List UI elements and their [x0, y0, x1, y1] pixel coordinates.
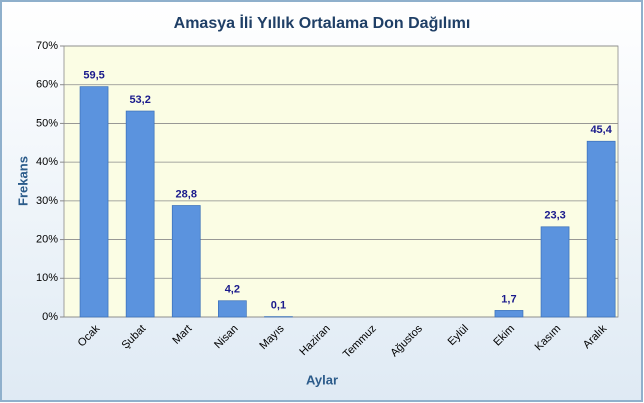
y-tick-label: 50%	[36, 117, 58, 129]
value-label: 1,7	[501, 293, 516, 305]
value-label: 53,2	[129, 94, 150, 106]
bar	[218, 300, 247, 318]
value-label: 59,5	[83, 70, 104, 82]
y-tick-label: 70%	[36, 40, 58, 52]
value-label: 4,2	[225, 284, 240, 296]
bar	[540, 226, 570, 318]
bar	[79, 86, 109, 318]
y-tick-label: 0%	[42, 311, 58, 323]
value-label: 45,4	[590, 124, 612, 136]
y-tick-label: 60%	[36, 79, 58, 91]
y-tick-label: 20%	[36, 233, 58, 245]
bar	[586, 140, 616, 318]
y-tick-label: 40%	[36, 156, 58, 168]
value-label: 0,1	[271, 300, 286, 312]
chart-title: Amasya İli Yıllık Ortalama Don Dağılımı	[174, 14, 471, 32]
bar	[125, 110, 155, 318]
x-axis-title: Aylar	[306, 372, 338, 387]
y-tick-label: 30%	[36, 195, 58, 207]
bar	[494, 310, 524, 318]
y-axis-title: Frekans	[15, 156, 30, 206]
value-label: 28,8	[176, 188, 197, 200]
bar	[171, 205, 201, 318]
value-label: 23,3	[544, 210, 565, 222]
y-tick-label: 10%	[36, 272, 58, 284]
plot-area	[63, 45, 619, 318]
